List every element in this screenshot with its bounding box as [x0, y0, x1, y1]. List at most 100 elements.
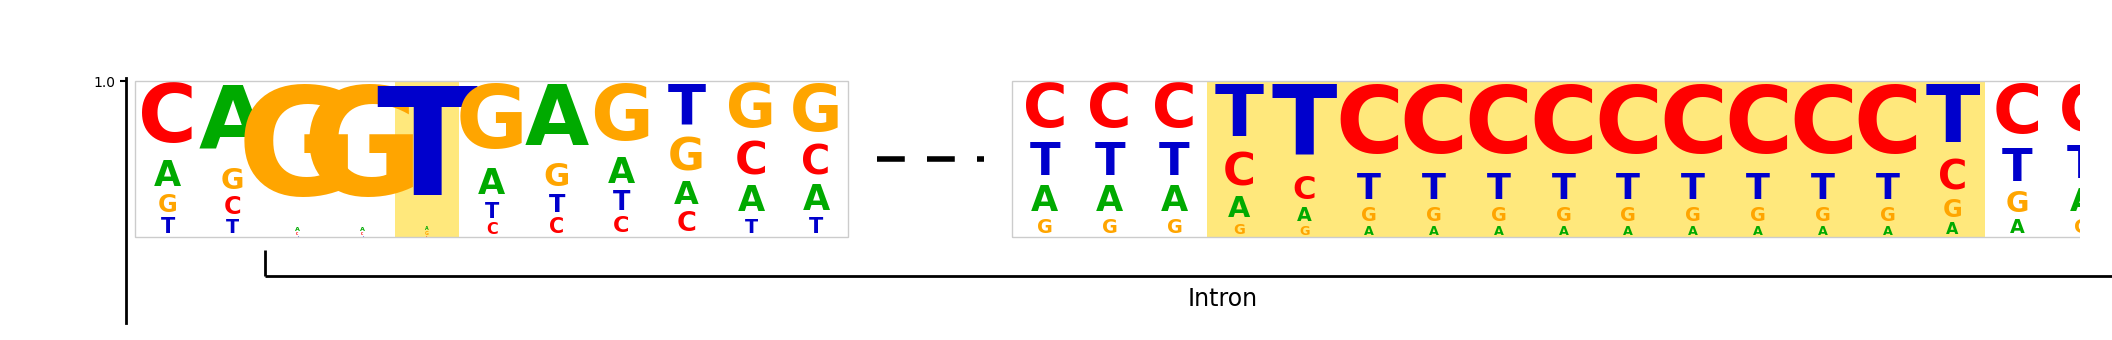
Text: C: C: [1994, 81, 2042, 147]
Text: A: A: [154, 159, 182, 193]
Text: C: C: [549, 217, 564, 237]
Text: A: A: [1229, 195, 1250, 223]
Text: A: A: [1687, 224, 1698, 238]
Text: T: T: [1747, 172, 1770, 206]
Text: T: T: [1271, 82, 1337, 175]
Text: A: A: [1753, 224, 1764, 238]
Text: T: T: [1810, 172, 1835, 206]
Text: T: T: [161, 217, 175, 237]
Text: A: A: [803, 183, 830, 217]
Text: T: T: [1926, 81, 1979, 159]
Text: G: G: [237, 81, 359, 226]
Bar: [1854, 81, 1920, 237]
Text: G: G: [1620, 206, 1637, 225]
Bar: [1271, 81, 1337, 237]
Text: T: T: [1029, 141, 1060, 184]
Text: A: A: [1818, 224, 1827, 238]
Text: G: G: [1491, 206, 1506, 225]
Text: T: T: [549, 193, 564, 217]
Text: T: T: [1214, 82, 1263, 151]
Text: G: G: [1943, 198, 1962, 222]
Bar: [1920, 81, 1985, 237]
Text: C: C: [486, 222, 498, 237]
Text: A: A: [425, 226, 429, 231]
Text: G: G: [2074, 218, 2091, 237]
Text: T: T: [1358, 172, 1381, 206]
Text: A: A: [359, 227, 365, 232]
Text: T: T: [1875, 172, 1899, 206]
Text: G: G: [1814, 206, 1831, 225]
Text: C: C: [137, 81, 196, 159]
Bar: [1466, 81, 1531, 237]
Text: A: A: [1882, 224, 1892, 238]
Text: C: C: [735, 141, 767, 184]
Text: A: A: [1297, 206, 1312, 225]
Text: A: A: [1624, 224, 1633, 238]
Text: A: A: [524, 81, 589, 163]
Text: G: G: [2006, 190, 2030, 219]
Text: T: T: [1487, 172, 1510, 206]
Bar: [1597, 81, 1660, 237]
Text: A: A: [1162, 184, 1189, 218]
Text: G: G: [1557, 206, 1571, 225]
Text: G: G: [727, 82, 775, 140]
Text: A: A: [1031, 184, 1058, 218]
Text: G: G: [1426, 206, 1442, 225]
Text: G: G: [1360, 206, 1377, 225]
Text: T: T: [612, 190, 629, 216]
Text: A: A: [1096, 184, 1124, 218]
Text: C: C: [1939, 159, 1966, 199]
Text: A: A: [477, 167, 505, 201]
Text: T: T: [667, 82, 705, 136]
Text: G: G: [1880, 206, 1897, 225]
Text: A: A: [1493, 224, 1504, 238]
Bar: [1402, 81, 1466, 237]
Text: T: T: [1421, 172, 1447, 206]
Text: G: G: [1102, 218, 1117, 237]
Bar: [135, 81, 849, 237]
Text: A: A: [674, 180, 699, 211]
Text: T: T: [2068, 144, 2097, 187]
Text: G: G: [425, 231, 429, 236]
Text: G: G: [1037, 218, 1052, 237]
Text: T: T: [809, 217, 824, 237]
Bar: [1206, 81, 1271, 237]
Text: C: C: [676, 211, 697, 237]
Text: C: C: [1088, 82, 1132, 140]
Text: T: T: [1616, 172, 1641, 206]
Text: A: A: [296, 227, 300, 232]
Text: C: C: [1529, 82, 1597, 172]
Text: A: A: [1364, 224, 1375, 238]
Text: G: G: [1685, 206, 1700, 225]
Text: C: C: [1293, 175, 1316, 206]
Text: Intron: Intron: [1187, 287, 1257, 311]
Text: T: T: [226, 218, 239, 237]
Text: G: G: [1166, 218, 1183, 237]
Bar: [1791, 81, 1854, 237]
Text: G: G: [456, 82, 528, 166]
Bar: [1660, 81, 1726, 237]
Text: A: A: [1947, 222, 1958, 237]
Text: C: C: [296, 232, 298, 236]
Bar: [1012, 81, 2112, 237]
Text: A: A: [737, 184, 765, 218]
Text: C: C: [800, 143, 830, 183]
Text: T: T: [1159, 141, 1189, 184]
Text: C: C: [2059, 82, 2106, 143]
Text: C: C: [224, 195, 241, 219]
Text: C: C: [1595, 82, 1662, 172]
Text: C: C: [1153, 82, 1198, 140]
Text: A: A: [2070, 187, 2095, 218]
Bar: [1337, 81, 1402, 237]
Text: C: C: [1335, 82, 1402, 172]
Text: G: G: [1751, 206, 1766, 225]
Text: A: A: [608, 156, 636, 190]
Text: T: T: [1552, 172, 1576, 206]
Text: G: G: [543, 163, 570, 193]
Text: T: T: [486, 202, 498, 222]
Text: T: T: [746, 218, 758, 237]
Text: A: A: [1430, 224, 1438, 238]
Bar: [1726, 81, 1791, 237]
Text: C: C: [1400, 82, 1468, 172]
Text: C: C: [1223, 152, 1257, 195]
